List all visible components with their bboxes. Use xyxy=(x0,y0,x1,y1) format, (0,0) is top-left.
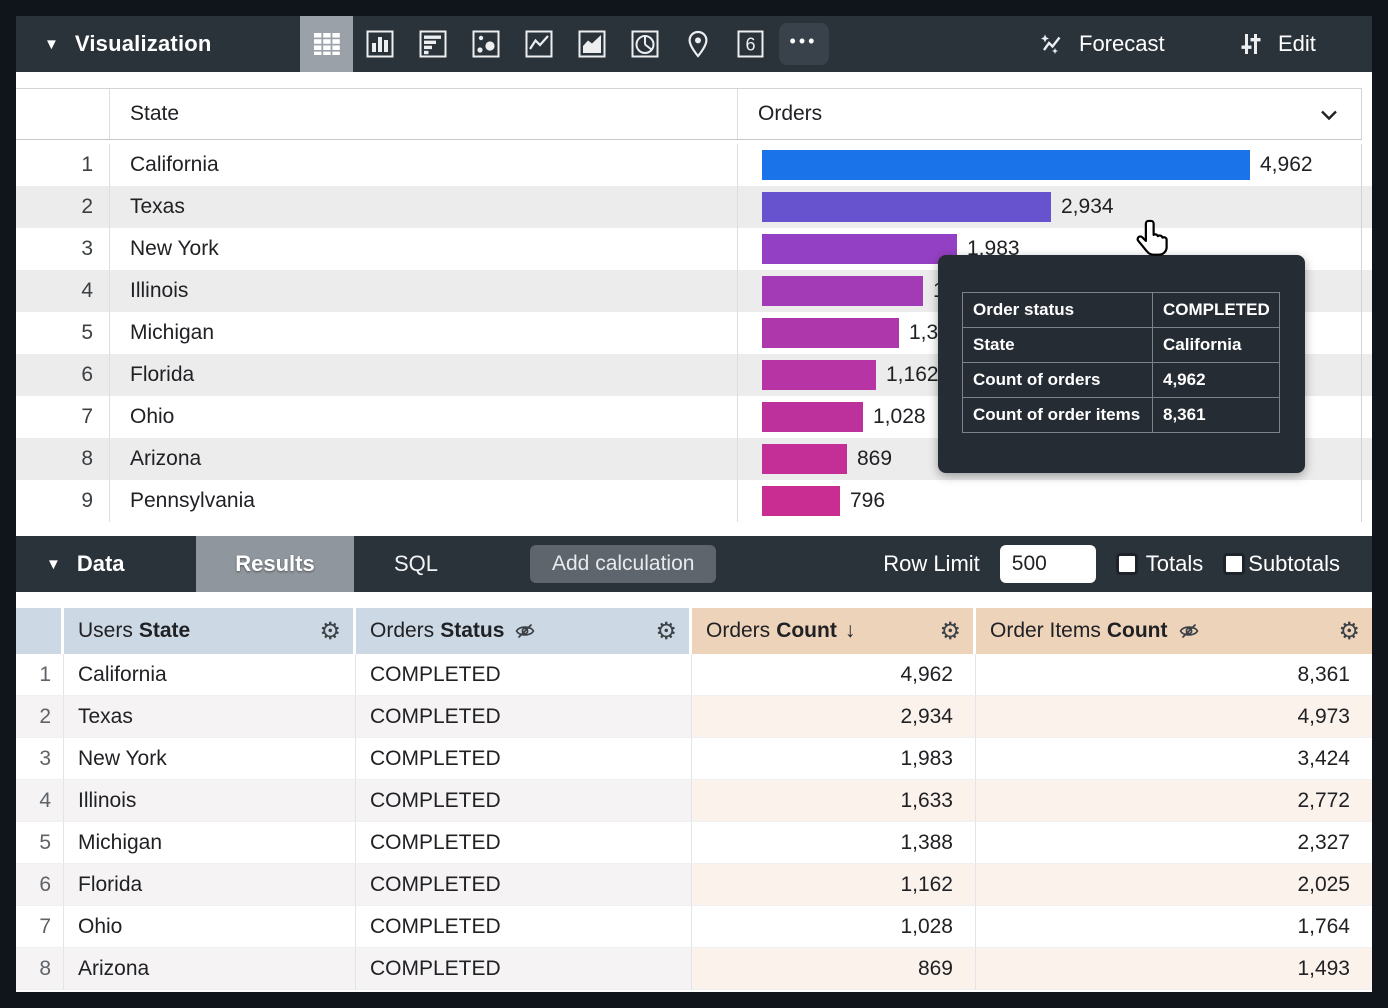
viz-bar-value: 2,934 xyxy=(1061,195,1114,218)
map-pin-viz-icon[interactable] xyxy=(671,16,724,72)
viz-row: 9 Pennsylvania 796 xyxy=(16,480,1372,522)
eye-slash-icon xyxy=(1178,622,1200,640)
viz-bar-value: 1,983 xyxy=(967,237,1020,260)
data-section-toggle[interactable]: ▼ Data xyxy=(46,536,125,592)
viz-bar[interactable] xyxy=(762,486,840,516)
forecast-icon xyxy=(1038,31,1065,58)
viz-bar-value: 869 xyxy=(857,447,893,470)
viz-type-icons: 6 ••• xyxy=(300,16,830,72)
svg-text:6: 6 xyxy=(745,35,755,55)
viz-state-column-header[interactable]: State xyxy=(110,89,738,139)
viz-bar[interactable] xyxy=(762,402,863,432)
tab-results[interactable]: Results xyxy=(196,536,354,592)
explore-app: ▼ Visualization xyxy=(16,16,1372,992)
viz-bar[interactable] xyxy=(762,360,876,390)
caret-down-icon: ▼ xyxy=(46,555,61,573)
gear-icon[interactable]: ⚙ xyxy=(939,617,961,645)
subtotals-checkbox[interactable] xyxy=(1223,553,1246,575)
rownum-column-header xyxy=(16,608,64,654)
order-items-count-column-header[interactable]: Order Items Count ⚙ xyxy=(976,608,1372,654)
viz-row: 2 Texas 2,934 xyxy=(16,186,1372,228)
results-table-body: 1 California COMPLETED 4,962 8,361 2 Texas COM… xyxy=(16,654,1372,990)
data-title: Data xyxy=(76,551,125,576)
viz-bar-value: 1,162 xyxy=(886,363,939,386)
row-limit-label: Row Limit xyxy=(883,551,980,576)
viz-row: 1 California 4,962 xyxy=(16,144,1372,186)
settings-sliders-icon xyxy=(1238,31,1264,57)
tooltip-table: Order status COMPLETED State California Co… xyxy=(962,292,1280,433)
data-section-bar: ▼ Data Results SQL Add calculation Row L… xyxy=(16,536,1372,592)
visualization-toolbar: ▼ Visualization xyxy=(16,16,1372,72)
viz-bar[interactable] xyxy=(762,234,957,264)
viz-bar-value: 4,962 xyxy=(1260,153,1313,176)
table-row: 6 Florida COMPLETED 1,162 2,025 xyxy=(16,864,1372,906)
table-row: 4 Illinois COMPLETED 1,633 2,772 xyxy=(16,780,1372,822)
ellipsis-icon: ••• xyxy=(778,23,829,65)
eye-slash-icon xyxy=(514,622,536,640)
table-row: 3 New York COMPLETED 1,983 3,424 xyxy=(16,738,1372,780)
single-value-viz-icon[interactable]: 6 xyxy=(724,16,777,72)
add-calculation-button[interactable]: Add calculation xyxy=(530,545,717,583)
table-row: 2 Texas COMPLETED 2,934 4,973 xyxy=(16,696,1372,738)
viz-bar[interactable] xyxy=(762,444,847,474)
row-limit-input[interactable] xyxy=(999,545,1096,583)
forecast-button[interactable]: Forecast xyxy=(1038,16,1165,72)
edit-button[interactable]: Edit xyxy=(1238,16,1316,72)
datapoint-tooltip: Order status COMPLETED State California Co… xyxy=(938,255,1305,473)
scatter-viz-icon[interactable] xyxy=(459,16,512,72)
gear-icon[interactable]: ⚙ xyxy=(655,617,677,645)
table-row: 5 Michigan COMPLETED 1,388 2,327 xyxy=(16,822,1372,864)
subtotals-label: Subtotals xyxy=(1248,551,1340,576)
visualization-section-toggle[interactable]: ▼ Visualization xyxy=(44,16,212,72)
totals-label: Totals xyxy=(1145,551,1204,576)
viz-bar[interactable] xyxy=(762,150,1250,180)
totals-control: Totals xyxy=(1115,551,1204,577)
viz-orders-column-header[interactable]: Orders xyxy=(738,89,1362,139)
results-table: Users State ⚙ Orders Status ⚙ Orders xyxy=(16,608,1372,990)
data-bar-controls: Row Limit Totals Subtotals xyxy=(883,536,1340,592)
pie-chart-viz-icon[interactable] xyxy=(618,16,671,72)
more-viz-types-button[interactable]: ••• xyxy=(777,16,830,72)
viz-bar[interactable] xyxy=(762,276,923,306)
table-row: 1 California COMPLETED 4,962 8,361 xyxy=(16,654,1372,696)
viz-table-header: State Orders xyxy=(16,88,1362,140)
forecast-label: Forecast xyxy=(1079,31,1165,56)
visualization-title: Visualization xyxy=(74,31,212,56)
viz-bar[interactable] xyxy=(762,192,1051,222)
table-row: 8 Arizona COMPLETED 869 1,493 xyxy=(16,948,1372,990)
sort-desc-icon[interactable]: ↓ xyxy=(844,619,856,642)
orders-status-column-header[interactable]: Orders Status ⚙ xyxy=(356,608,692,654)
visualization-panel: State Orders 1 California 4,962 2 Texas 2,93… xyxy=(16,72,1372,536)
table-row: 7 Ohio COMPLETED 1,028 1,764 xyxy=(16,906,1372,948)
users-state-column-header[interactable]: Users State ⚙ xyxy=(64,608,356,654)
edit-label: Edit xyxy=(1278,31,1316,56)
viz-rownum-header xyxy=(16,89,110,139)
viz-bar[interactable] xyxy=(762,318,899,348)
orders-count-column-header[interactable]: Orders Count ↓ ⚙ xyxy=(692,608,976,654)
totals-checkbox[interactable] xyxy=(1115,553,1138,575)
caret-down-icon: ▼ xyxy=(44,35,59,53)
tab-sql[interactable]: SQL xyxy=(393,551,439,576)
viz-bar-value: 796 xyxy=(850,489,886,512)
line-chart-viz-icon[interactable] xyxy=(512,16,565,72)
area-chart-viz-icon[interactable] xyxy=(565,16,618,72)
gear-icon[interactable]: ⚙ xyxy=(319,617,341,645)
table-viz-icon[interactable] xyxy=(300,16,353,72)
subtotals-control: Subtotals xyxy=(1223,551,1340,577)
gear-icon[interactable]: ⚙ xyxy=(1338,617,1360,645)
results-table-header: Users State ⚙ Orders Status ⚙ Orders xyxy=(16,608,1372,654)
column-chart-viz-icon[interactable] xyxy=(353,16,406,72)
viz-bar-value: 1,028 xyxy=(873,405,926,428)
bar-chart-viz-icon[interactable] xyxy=(406,16,459,72)
chevron-down-icon[interactable] xyxy=(1319,108,1339,122)
